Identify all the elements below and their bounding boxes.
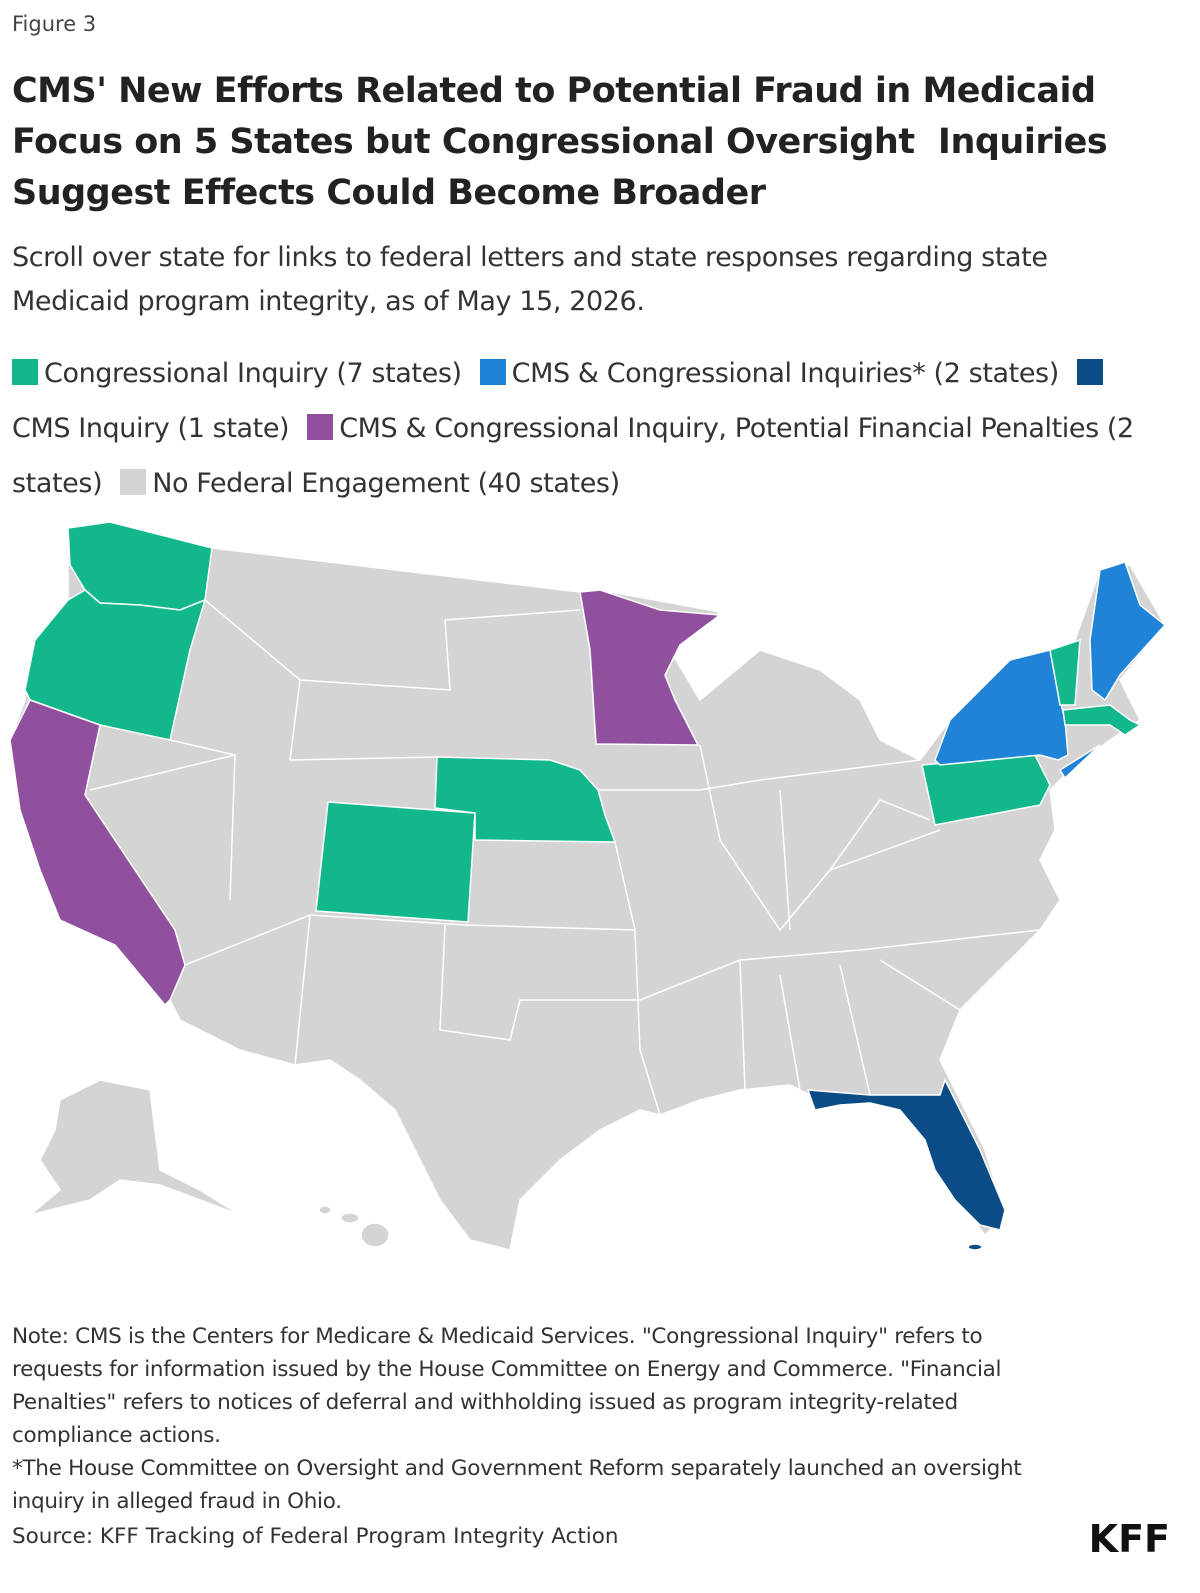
legend-label: No Federal Engagement (40 states) <box>152 468 620 499</box>
legend: Congressional Inquiry (7 states) CMS & Co… <box>12 346 1162 511</box>
state[interactable] <box>1089 561 1167 702</box>
state[interactable] <box>29 1079 241 1216</box>
legend-swatch <box>1076 359 1103 385</box>
state[interactable] <box>9 521 1166 1251</box>
figure-label: Figure 3 <box>12 12 97 36</box>
legend-item: Congressional Inquiry (7 states) <box>12 358 462 389</box>
map <box>9 521 1167 1251</box>
legend-label: CMS & Congressional Inquiry, Potential F… <box>12 413 1134 499</box>
source: Source: KFF Tracking of Federal Program … <box>12 1524 619 1549</box>
state[interactable] <box>9 699 186 1007</box>
legend-item: No Federal Engagement (40 states) <box>120 468 620 499</box>
state[interactable] <box>806 1078 1006 1231</box>
state[interactable] <box>1058 744 1101 780</box>
legend-label: CMS & Congressional Inquiries* (2 states… <box>511 358 1060 389</box>
state[interactable] <box>340 1212 360 1224</box>
state[interactable] <box>318 1205 332 1215</box>
legend-swatch <box>307 414 334 440</box>
legend-item: CMS & Congressional Inquiry, Potential F… <box>12 413 1134 499</box>
state-borders <box>89 599 1041 1116</box>
logo: KFF <box>1088 1517 1170 1561</box>
state[interactable] <box>24 589 207 741</box>
state[interactable] <box>1049 638 1081 706</box>
notes: Note: CMS is the Centers for Medicare & … <box>12 1320 1072 1518</box>
legend-swatch <box>120 469 147 495</box>
legend-item: CMS & Congressional Inquiries* (2 states… <box>479 358 1060 389</box>
subtitle: Scroll over state for links to federal l… <box>12 242 1048 317</box>
state[interactable] <box>579 589 723 746</box>
state[interactable] <box>1062 704 1142 736</box>
legend-swatch <box>479 359 506 385</box>
legend-label: CMS Inquiry (1 state) <box>12 413 290 444</box>
title: CMS' New Efforts Related to Potential Fr… <box>12 71 1119 213</box>
legend-label: Congressional Inquiry (7 states) <box>44 358 462 389</box>
note: Note: CMS is the Centers for Medicare & … <box>12 1324 1002 1448</box>
note: *The House Committee on Oversight and Go… <box>12 1456 1022 1514</box>
legend-item: CMS Inquiry (1 state) <box>12 358 1109 444</box>
legend-swatch <box>12 359 38 385</box>
state[interactable] <box>967 1243 983 1251</box>
state[interactable] <box>360 1222 390 1248</box>
state[interactable] <box>315 801 476 923</box>
state[interactable] <box>934 649 1069 766</box>
state[interactable] <box>434 756 617 843</box>
